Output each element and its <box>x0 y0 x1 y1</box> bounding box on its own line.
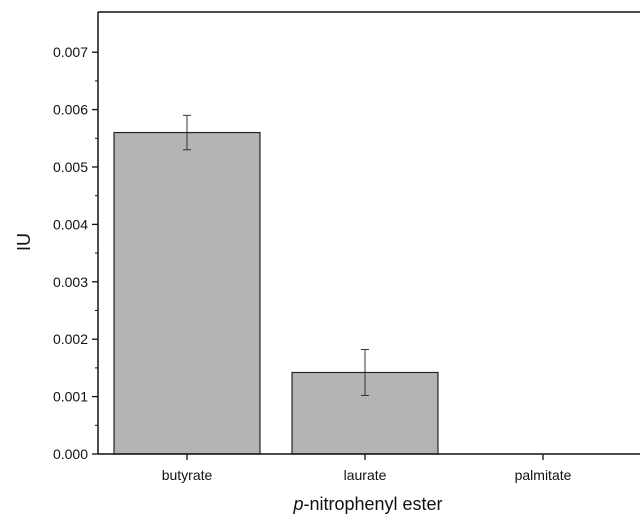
y-tick-label: 0.004 <box>53 216 88 232</box>
x-axis-label-rest: -nitrophenyl ester <box>303 494 442 514</box>
y-tick-label: 0.001 <box>53 389 88 405</box>
axes-layer <box>97 11 640 455</box>
y-ticks-layer: 0.000 0.001 0.002 0.003 0.004 0.005 0.006 0.007 <box>53 44 98 462</box>
x-axis-label: p-nitrophenyl ester <box>292 494 442 514</box>
y-tick-label: 0.007 <box>53 44 88 60</box>
y-tick-label: 0.000 <box>53 446 88 462</box>
error-bars-layer <box>183 114 369 396</box>
bar-butyrate <box>113 131 261 455</box>
error-bar-laurate <box>361 349 369 396</box>
y-tick-label: 0.005 <box>53 159 88 175</box>
y-tick-label: 0.002 <box>53 331 88 347</box>
x-tick-label-laurate: laurate <box>344 467 387 483</box>
x-ticks-layer: butyrate laurate palmitate <box>162 454 572 483</box>
y-axis-label: IU <box>14 233 34 251</box>
x-tick-label-palmitate: palmitate <box>515 467 572 483</box>
bars-layer <box>113 131 439 455</box>
y-tick-label: 0.003 <box>53 274 88 290</box>
x-axis-label-italic: p <box>292 494 303 514</box>
x-tick-label-butyrate: butyrate <box>162 467 213 483</box>
error-bar-butyrate <box>183 114 191 151</box>
y-tick-label: 0.006 <box>53 102 88 118</box>
